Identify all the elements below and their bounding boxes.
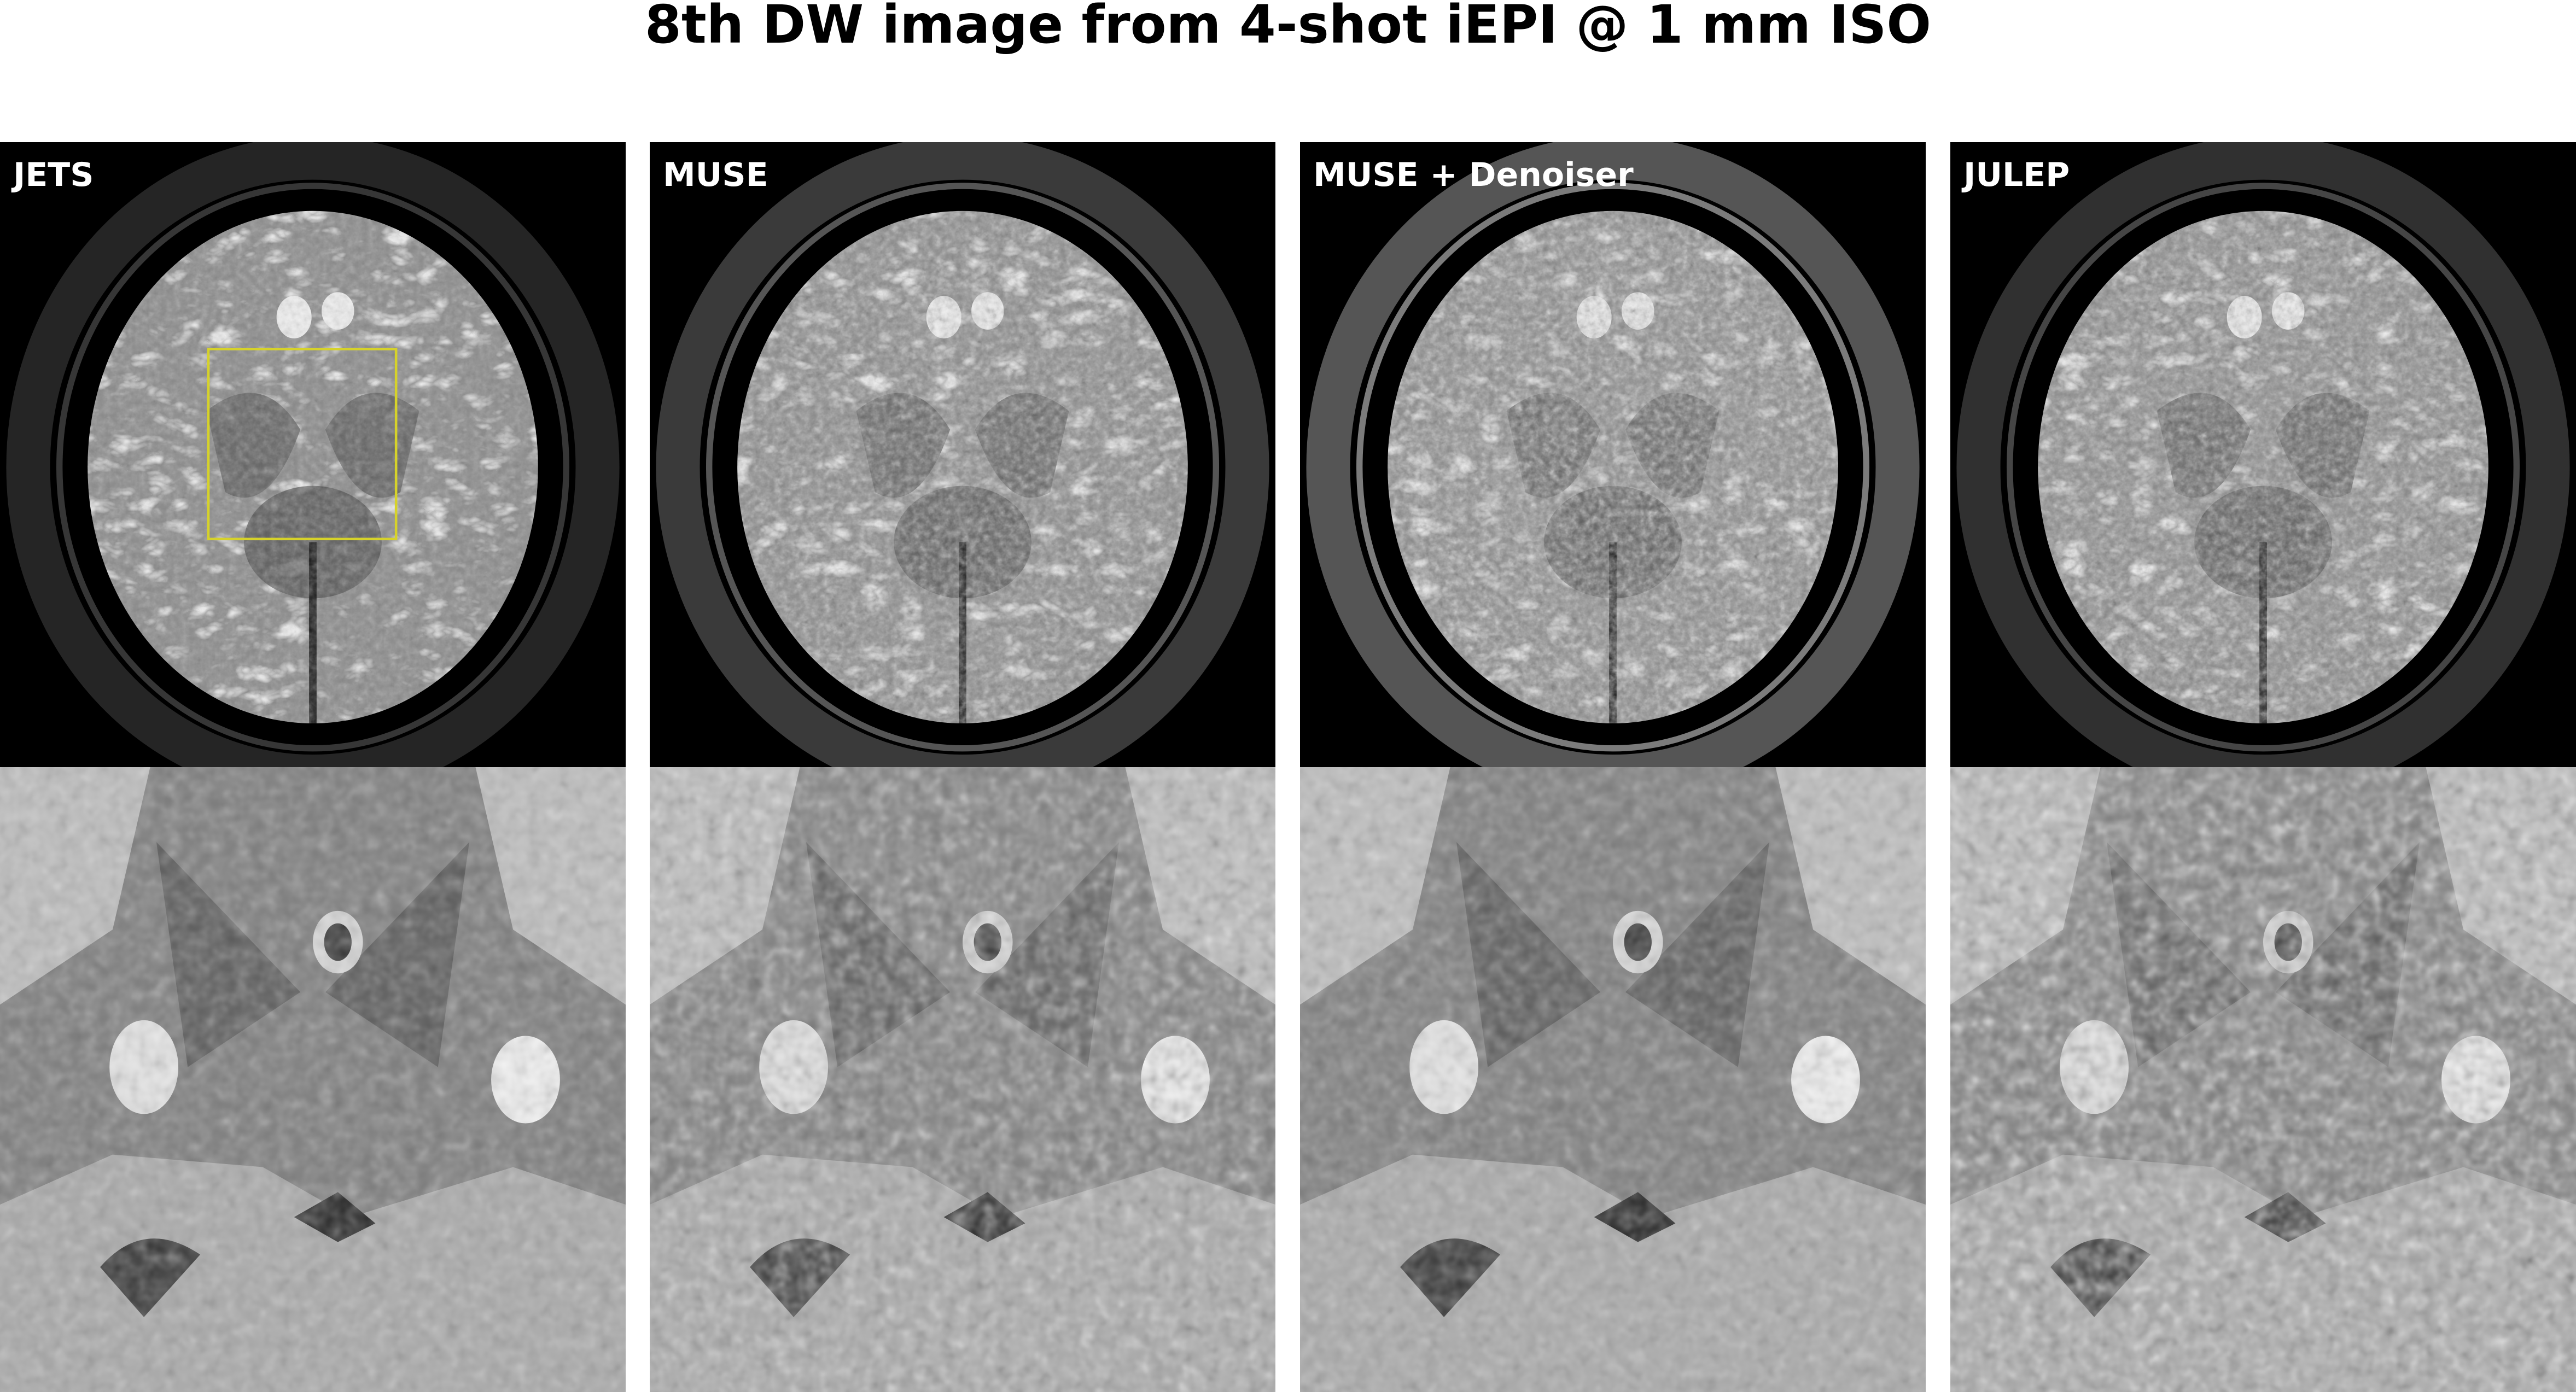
zoom-image-jets	[0, 767, 626, 1392]
panel-label-muse-denoiser: MUSE + Denoiser	[1313, 156, 1634, 194]
zoom-image-muse	[650, 767, 1275, 1392]
figure-title: 8th DW image from 4-shot iEPI @ 1 mm ISO	[645, 0, 1931, 55]
brain-image-jets: JETS	[0, 142, 626, 767]
panel-label-muse: MUSE	[663, 156, 768, 194]
zoom-image-julep	[1950, 767, 2576, 1392]
roi-box	[207, 348, 398, 541]
zoom-image-muse-denoiser	[1300, 767, 1926, 1392]
brain-image-julep: JULEP	[1950, 142, 2576, 767]
panel-label-julep: JULEP	[1963, 156, 2070, 194]
brain-image-muse-denoiser: MUSE + Denoiser	[1300, 142, 1926, 767]
panel-label-jets: JETS	[13, 156, 94, 194]
brain-image-muse: MUSE	[650, 142, 1275, 767]
